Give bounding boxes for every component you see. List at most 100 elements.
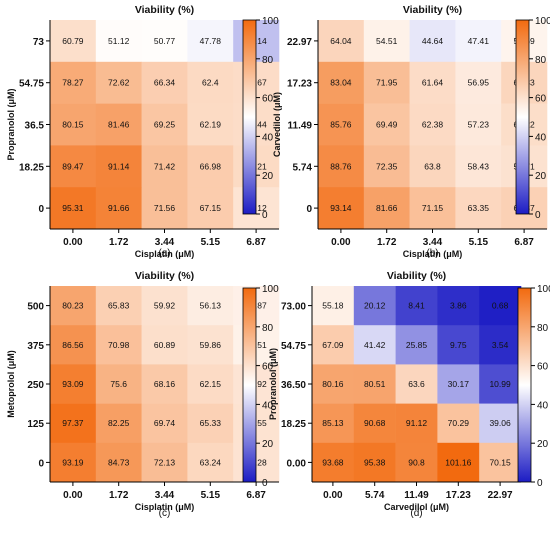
heatmap-cell: [409, 61, 456, 104]
cell-value-label: 63.24: [200, 457, 222, 467]
cell-value-label: 91.12: [406, 418, 428, 428]
y-axis-label: Propranolol (μM): [6, 88, 16, 160]
heatmap-cell: [141, 325, 188, 365]
heatmap-cell: [50, 103, 97, 146]
heatmap-cell: [395, 325, 438, 365]
cell-value-label: 62.19: [200, 120, 222, 130]
cell-value-label: 61.64: [422, 78, 444, 88]
cell-value-label: 91.14: [108, 161, 130, 171]
y-tick-label: 5.74: [293, 162, 313, 173]
heatmap-cell: [95, 364, 142, 404]
x-tick-label: 17.23: [446, 490, 471, 501]
heatmap-panel-2: 64.0454.5144.6447.4153.6983.0471.9561.64…: [272, 4, 550, 259]
cell-value-label: 72.13: [154, 457, 176, 467]
heatmap-cell: [141, 103, 188, 146]
heatmap-cell: [50, 61, 97, 104]
cell-value-label: 67.09: [322, 340, 344, 350]
heatmap-cell: [312, 325, 355, 365]
colorbar-tick-label: 0: [262, 478, 268, 489]
cell-value-label: 72.62: [108, 78, 130, 88]
colorbar-tick-label: 80: [262, 323, 274, 334]
cell-value-label: 58.43: [468, 161, 490, 171]
x-axis-label: Cisplatin (μM): [135, 502, 195, 512]
heatmap-cell: [437, 442, 480, 483]
panel-caption: (d): [410, 508, 422, 519]
cell-value-label: 90.8: [408, 457, 425, 467]
heatmap-cell: [312, 286, 355, 326]
cell-value-label: 95.31: [62, 203, 84, 213]
cell-value-label: 69.74: [154, 418, 176, 428]
cell-value-label: 82.25: [108, 418, 130, 428]
cell-value-label: 3.54: [492, 340, 509, 350]
y-tick-label: 18.25: [281, 419, 306, 430]
x-tick-label: 0.00: [331, 237, 351, 248]
cell-value-label: 51.12: [108, 36, 130, 46]
y-tick-label: 250: [27, 380, 44, 391]
heatmap-cell: [479, 403, 522, 444]
cell-value-label: 20.12: [364, 301, 386, 311]
panel-caption: (a): [158, 248, 170, 259]
cell-value-label: 62.38: [422, 120, 444, 130]
colorbar-tick-label: 80: [535, 55, 547, 66]
heatmap-cell: [318, 187, 365, 230]
heatmap-cell: [437, 325, 480, 365]
heatmap-cell: [479, 442, 522, 483]
heatmap-cell: [437, 286, 480, 326]
colorbar-tick-label: 100: [262, 16, 279, 27]
colorbar-tick-label: 100: [537, 284, 550, 295]
y-tick-label: 0.00: [287, 458, 307, 469]
chart-title: Viability (%): [387, 270, 446, 282]
cell-value-label: 101.16: [445, 457, 471, 467]
cell-value-label: 69.49: [376, 120, 398, 130]
x-tick-label: 0.00: [63, 490, 83, 501]
cell-value-label: 78.27: [62, 78, 84, 88]
heatmap-cell: [395, 364, 438, 404]
heatmap-cell: [395, 442, 438, 483]
heatmap-cell: [141, 286, 188, 326]
chart-title: Viability (%): [135, 270, 194, 282]
cell-value-label: 10.99: [489, 379, 511, 389]
heatmap-cell: [363, 20, 410, 63]
heatmap-cell: [141, 61, 188, 104]
heatmap-cell: [409, 145, 456, 188]
heatmap-cell: [363, 103, 410, 146]
cell-value-label: 69.25: [154, 120, 176, 130]
heatmap-cell: [395, 403, 438, 444]
heatmap-cell: [187, 442, 234, 483]
cell-value-label: 39.06: [489, 418, 511, 428]
x-tick-label: 6.87: [246, 490, 266, 501]
heatmap-cell: [187, 187, 234, 230]
cell-value-label: 71.15: [422, 203, 444, 213]
cell-value-label: 55.18: [322, 301, 344, 311]
y-tick-label: 54.75: [19, 79, 44, 90]
heatmap-cell: [455, 145, 502, 188]
heatmap-cell: [95, 145, 142, 188]
heatmap-cell: [50, 187, 97, 230]
heatmap-cell: [95, 286, 142, 326]
heatmap-cell: [479, 325, 522, 365]
heatmap-cell: [187, 20, 234, 63]
cell-value-label: 25.85: [406, 340, 428, 350]
cell-value-label: 44.64: [422, 36, 444, 46]
heatmap-cell: [141, 403, 188, 444]
heatmap-cell: [141, 145, 188, 188]
x-tick-label: 22.97: [488, 490, 513, 501]
colorbar-tick-label: 40: [262, 132, 274, 143]
cell-value-label: 65.83: [108, 301, 130, 311]
cell-value-label: 41.42: [364, 340, 386, 350]
cell-value-label: 63.35: [468, 203, 490, 213]
cell-value-label: 59.86: [200, 340, 222, 350]
cell-value-label: 59.92: [154, 301, 176, 311]
panel-caption: (b): [426, 248, 438, 259]
cell-value-label: 8.41: [408, 301, 425, 311]
y-tick-label: 73: [33, 37, 45, 48]
heatmap-cell: [141, 442, 188, 483]
heatmap-cell: [95, 403, 142, 444]
x-tick-label: 3.44: [423, 237, 443, 248]
colorbar-tick-label: 60: [537, 362, 549, 373]
heatmap-cell: [455, 61, 502, 104]
x-tick-label: 3.44: [155, 490, 175, 501]
heatmap-cell: [50, 325, 97, 365]
cell-value-label: 93.14: [330, 203, 352, 213]
heatmap-cell: [455, 187, 502, 230]
